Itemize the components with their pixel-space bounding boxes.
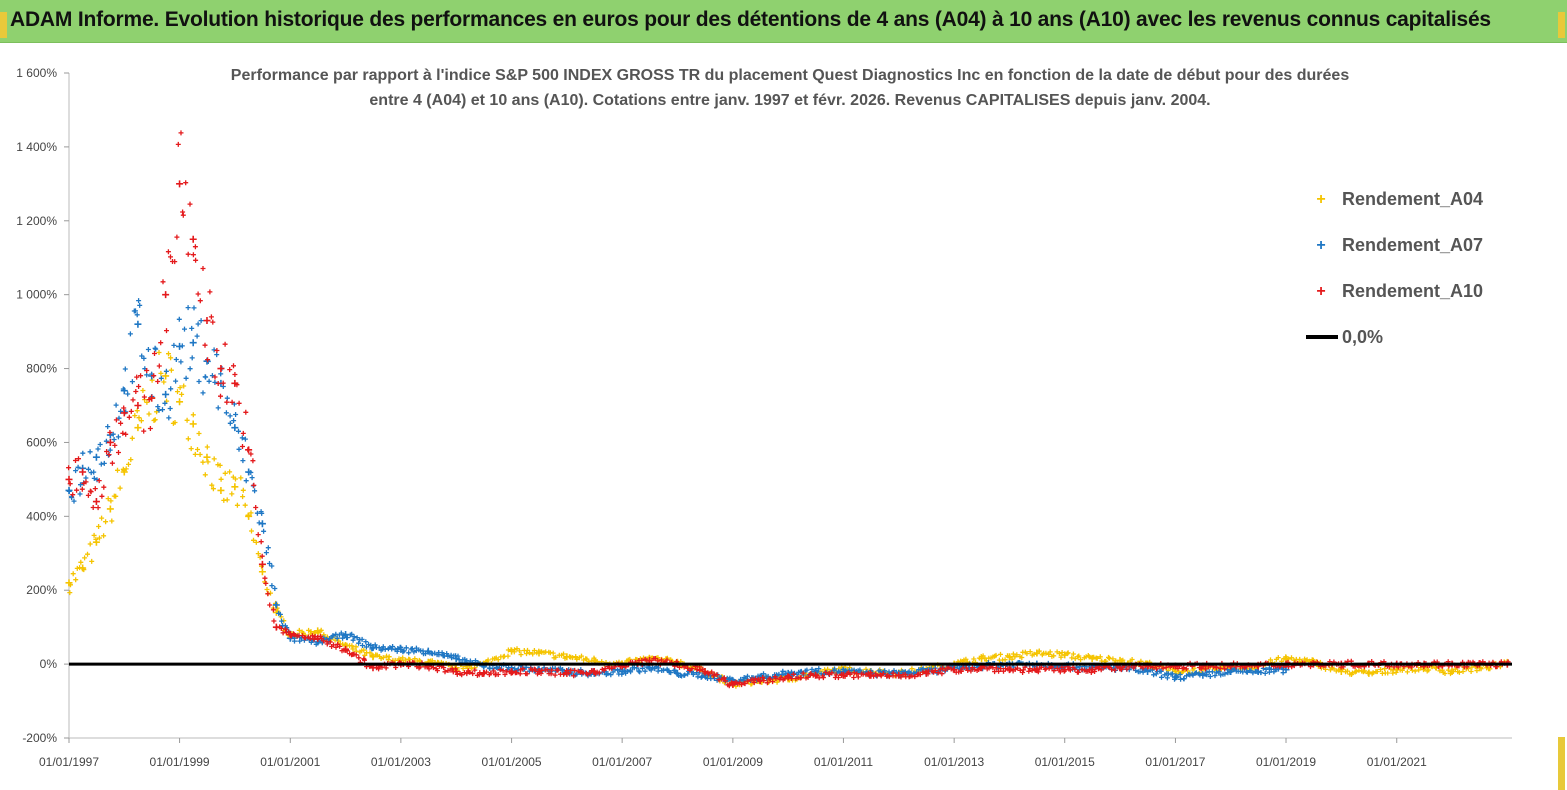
y-tick-label: 400% <box>26 509 57 523</box>
data-point-a10 <box>203 317 211 325</box>
corner-accent-top-left <box>0 12 7 38</box>
chart-title-line-2: entre 4 (A04) et 10 ans (A10). Cotations… <box>369 92 1211 109</box>
data-point-a07 <box>189 339 197 347</box>
data-point-a04 <box>176 398 184 406</box>
corner-accent-bottom-right <box>1558 737 1565 790</box>
data-point-a10 <box>134 402 142 409</box>
legend-label-a10: Rendement_A10 <box>1342 281 1484 301</box>
y-tick-label: -200% <box>22 731 57 745</box>
x-tick-label: 01/01/2013 <box>924 755 984 769</box>
legend-marker-a07: + <box>1316 237 1326 254</box>
x-tick-label: 01/01/2017 <box>1145 755 1205 769</box>
scatter-cloud-a07 <box>66 298 1288 686</box>
data-point-a04 <box>203 453 211 461</box>
x-tick-label: 01/01/2021 <box>1367 755 1427 769</box>
data-point-a04 <box>106 505 114 513</box>
legend-line-zero <box>1306 335 1338 339</box>
data-point-a04 <box>231 483 239 491</box>
legend-label-zero: 0,0% <box>1342 327 1384 347</box>
y-tick-label: 600% <box>26 435 57 449</box>
x-tick-label: 01/01/2015 <box>1035 755 1095 769</box>
data-point-a07 <box>120 387 128 395</box>
data-point-a04 <box>189 420 197 428</box>
data-point-a10 <box>79 468 87 476</box>
x-tick-label: 01/01/1999 <box>150 755 210 769</box>
x-tick-label: 01/01/2019 <box>1256 755 1316 769</box>
data-point-a10 <box>92 498 100 506</box>
chart-area: -200% 0% 200% 400% 600% 800% 1 000% 1 200% 1 400… <box>0 43 1567 790</box>
scatter-cloud-a04 <box>67 350 1510 689</box>
data-point-a04 <box>258 568 266 576</box>
chart-canvas: -200% 0% 200% 400% 600% 800% 1 000% 1 200% 1 400… <box>16 66 1512 769</box>
x-tick-label: 01/01/2007 <box>592 755 652 769</box>
data-point-a10 <box>258 560 266 568</box>
data-point-a07 <box>134 320 142 328</box>
y-tick-label: 1 200% <box>16 214 57 228</box>
data-point-a10 <box>217 365 225 373</box>
legend-item-a10: + Rendement_A10 <box>1290 279 1510 309</box>
x-tick-label: 01/01/2001 <box>260 755 320 769</box>
legend-marker-a10: + <box>1316 283 1326 300</box>
x-tick-label: 01/01/2009 <box>703 755 763 769</box>
corner-accent-top-right <box>1558 12 1565 38</box>
y-tick-label: 800% <box>26 362 57 376</box>
data-point-a07 <box>162 390 170 398</box>
data-point-a10 <box>729 680 737 688</box>
y-tick-label: 0% <box>40 657 58 671</box>
legend-marker-a04: + <box>1316 191 1326 208</box>
x-tick-label: 01/01/1997 <box>39 755 99 769</box>
page-title: ADAM Informe. Evolution historique des p… <box>10 8 1491 31</box>
data-point-a10 <box>189 235 197 243</box>
y-tick-label: 200% <box>26 583 57 597</box>
data-point-a10 <box>120 409 128 417</box>
chart-title: Performance par rapport à l'indice S&P 5… <box>140 63 1440 113</box>
data-point-a07 <box>258 520 266 528</box>
legend-item-a07: + Rendement_A07 <box>1290 233 1510 263</box>
data-point-a04 <box>217 486 225 494</box>
x-tick-label: 01/01/2005 <box>482 755 542 769</box>
data-point-a10 <box>162 291 170 299</box>
data-point-a10 <box>106 438 114 446</box>
y-tick-label: 1 600% <box>16 66 57 80</box>
chart-legend: + Rendement_A04 + Rendement_A07 + Rendem… <box>1290 137 1510 361</box>
legend-label-a04: Rendement_A04 <box>1342 189 1484 209</box>
data-point-a10 <box>65 475 73 483</box>
data-point-a10 <box>176 180 184 188</box>
y-tick-label: 1 000% <box>16 288 57 302</box>
data-point-a10 <box>342 645 350 653</box>
x-tick-label: 01/01/2003 <box>371 755 431 769</box>
header-bar: ADAM Informe. Evolution historique des p… <box>0 0 1567 43</box>
x-tick-label: 01/01/2011 <box>814 755 873 769</box>
legend-item-zero: 0,0% <box>1290 325 1510 355</box>
legend-label-a07: Rendement_A07 <box>1342 235 1484 255</box>
y-tick-label: 1 400% <box>16 140 57 154</box>
data-point-a04 <box>134 424 142 432</box>
legend-item-a04: + Rendement_A04 <box>1290 187 1510 217</box>
chart-title-line-1: Performance par rapport à l'indice S&P 5… <box>230 67 1350 84</box>
data-point-a07 <box>92 453 100 461</box>
data-point-a04 <box>162 372 170 380</box>
data-point-a07 <box>231 424 239 432</box>
